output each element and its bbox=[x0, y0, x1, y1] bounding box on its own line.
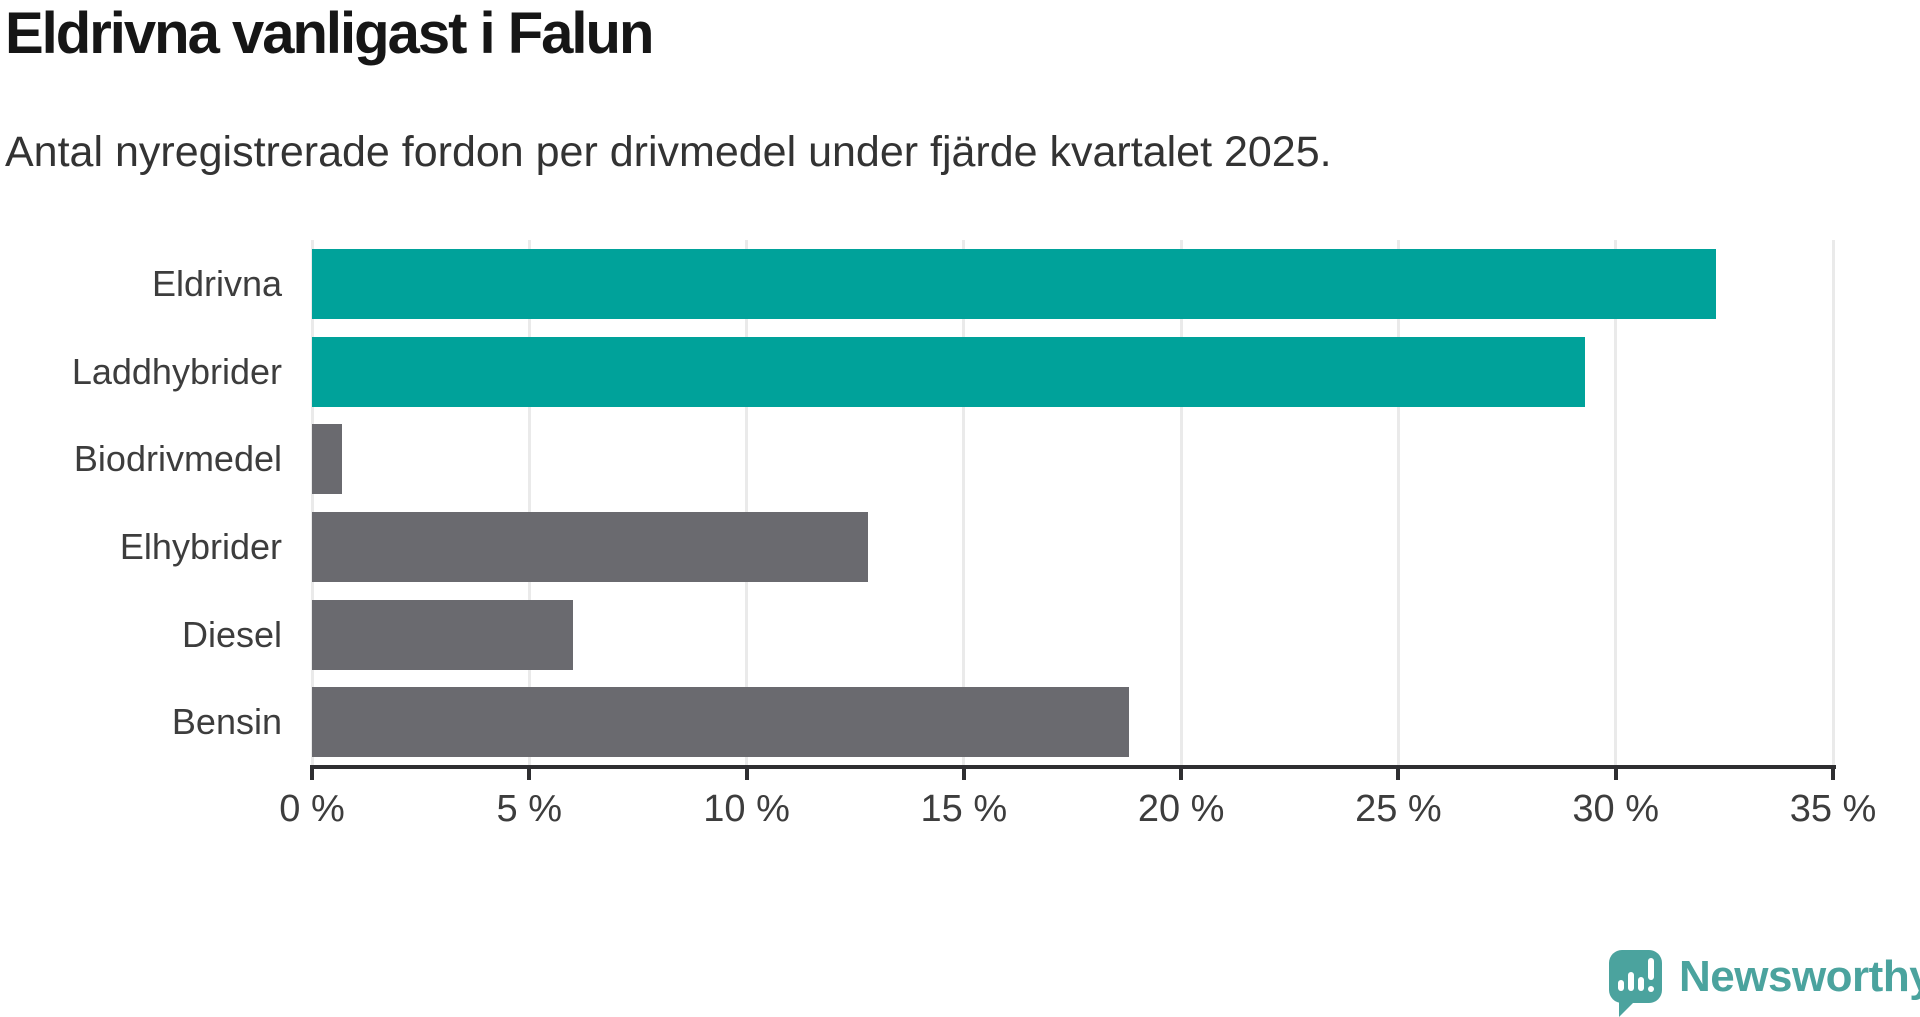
logo-exclamation-stroke bbox=[1648, 958, 1654, 980]
category-label-bensin: Bensin bbox=[171, 701, 282, 743]
category-label-elhybrider: Elhybrider bbox=[119, 525, 282, 567]
x-tick-label: 5 % bbox=[496, 788, 563, 830]
gridline bbox=[1396, 240, 1400, 765]
chart-subtitle: Antal nyregistrerade fordon per drivmede… bbox=[5, 128, 1332, 176]
gridline bbox=[1179, 240, 1183, 765]
newsworthy-speech-bubble-chart-icon bbox=[1609, 950, 1662, 1017]
gridline bbox=[962, 240, 966, 765]
logo-chart-bar bbox=[1638, 977, 1644, 991]
x-tick-label: 20 % bbox=[1137, 788, 1225, 830]
newsworthy-logo: Newsworthy bbox=[1609, 950, 1920, 1017]
bar-biodrivmedel bbox=[312, 424, 343, 495]
gridline bbox=[527, 240, 531, 765]
x-axis-tick bbox=[1831, 765, 1835, 780]
newsworthy-logo-text: Newsworthy bbox=[1679, 951, 1920, 1001]
x-tick-label: 35 % bbox=[1789, 788, 1877, 830]
category-label-diesel: Diesel bbox=[181, 613, 282, 655]
x-tick-label: 30 % bbox=[1572, 788, 1660, 830]
gridline bbox=[310, 240, 314, 765]
bar-elhybrider bbox=[312, 511, 869, 582]
x-axis-tick bbox=[744, 765, 749, 780]
speech-bubble-tail bbox=[1619, 1001, 1635, 1017]
x-axis-tick bbox=[1396, 765, 1401, 780]
category-label-biodrivmedel: Biodrivmedel bbox=[73, 438, 282, 480]
category-label-eldrivna: Eldrivna bbox=[151, 263, 282, 304]
x-axis-tick bbox=[961, 765, 966, 780]
gridline bbox=[745, 240, 749, 765]
x-axis-tick bbox=[1179, 765, 1184, 780]
x-tick-label: 25 % bbox=[1355, 788, 1442, 830]
bar-laddhybrider bbox=[312, 336, 1586, 407]
gridline bbox=[1614, 240, 1618, 765]
chart-title: Eldrivna vanligast i Falun bbox=[5, 1, 654, 66]
x-tick-label: 10 % bbox=[703, 788, 790, 830]
x-tick-label: 15 % bbox=[920, 788, 1008, 830]
logo-chart-bar bbox=[1618, 980, 1624, 991]
x-axis-line bbox=[310, 765, 1836, 769]
x-tick-label: 0 % bbox=[279, 788, 345, 830]
x-axis-tick bbox=[527, 765, 532, 780]
x-axis-tick bbox=[1613, 765, 1618, 780]
bar-eldrivna bbox=[312, 249, 1716, 319]
logo-chart-bar bbox=[1628, 972, 1634, 991]
bar-diesel bbox=[312, 599, 573, 670]
logo-exclamation-dot bbox=[1648, 986, 1654, 992]
x-axis-tick bbox=[310, 765, 314, 780]
gridline bbox=[1831, 240, 1835, 765]
bar-bensin bbox=[312, 687, 1129, 758]
category-label-laddhybrider: Laddhybrider bbox=[71, 350, 282, 392]
